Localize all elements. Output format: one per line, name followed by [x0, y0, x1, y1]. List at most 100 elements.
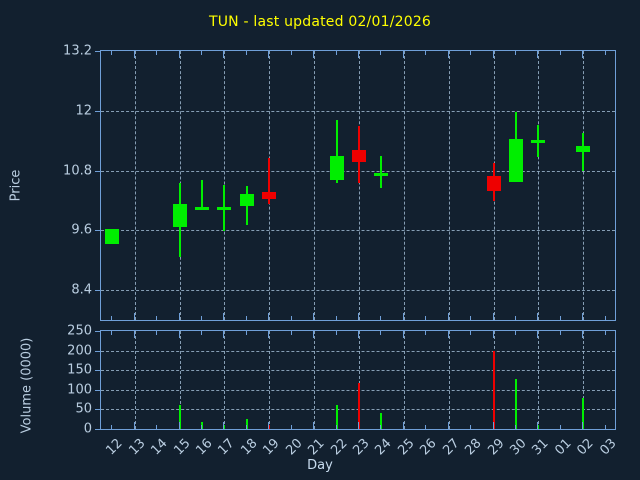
- volume-x-tick-top: [537, 330, 539, 338]
- day-gridline: [448, 331, 450, 429]
- volume-x-tick-top: [604, 330, 606, 335]
- volume-y-tick: [95, 389, 100, 391]
- volume-bar[interactable]: [178, 405, 181, 429]
- volume-y-tick-label: 150: [67, 362, 92, 378]
- day-gridline: [403, 51, 405, 320]
- y-axis-title-price: Price: [8, 169, 24, 202]
- volume-x-tick: [111, 425, 113, 430]
- volume-y-tick: [95, 350, 100, 352]
- price-x-tick: [559, 316, 561, 321]
- candle-body[interactable]: [509, 138, 524, 182]
- price-x-tick: [515, 316, 517, 321]
- price-x-tick: [133, 313, 135, 321]
- day-gridline: [448, 51, 450, 320]
- volume-x-tick: [380, 425, 382, 430]
- price-y-tick: [95, 51, 100, 52]
- candle-body[interactable]: [329, 155, 344, 180]
- volume-x-tick: [447, 422, 449, 430]
- volume-x-tick-top: [447, 330, 449, 338]
- price-y-tick-label: 12: [75, 103, 92, 119]
- volume-bar[interactable]: [492, 350, 495, 429]
- x-axis-title: Day: [307, 458, 333, 473]
- price-plot-area: [100, 50, 616, 321]
- volume-bar[interactable]: [515, 378, 518, 429]
- price-x-tick-top: [223, 50, 225, 58]
- price-x-tick: [335, 316, 337, 321]
- candle-wick: [335, 119, 338, 183]
- volume-x-tick: [537, 422, 539, 430]
- candle-body[interactable]: [262, 192, 277, 200]
- volume-x-tick-top: [178, 330, 180, 338]
- price-x-tick-top: [537, 50, 539, 58]
- price-x-tick-top: [335, 50, 337, 55]
- volume-bar[interactable]: [380, 412, 383, 429]
- volume-bar[interactable]: [200, 422, 203, 429]
- candle-body[interactable]: [194, 207, 209, 211]
- volume-y-tick-label: 200: [67, 343, 92, 359]
- candle-body[interactable]: [239, 193, 254, 207]
- price-x-tick-top: [402, 50, 404, 58]
- volume-x-tick: [200, 425, 202, 430]
- candle-body[interactable]: [531, 139, 546, 143]
- volume-bar[interactable]: [245, 419, 248, 429]
- price-y-tick-label: 13.2: [63, 43, 92, 59]
- candle-wick: [268, 158, 271, 205]
- price-x-tick-top: [245, 50, 247, 55]
- volume-x-tick: [223, 422, 225, 430]
- volume-x-tick-top: [268, 330, 270, 338]
- volume-x-tick: [268, 422, 270, 430]
- price-x-tick: [268, 313, 270, 321]
- volume-x-tick-top: [223, 330, 225, 338]
- price-x-tick-top: [470, 50, 472, 55]
- price-x-tick-top: [313, 50, 315, 58]
- price-x-tick-top: [559, 50, 561, 55]
- day-gridline: [314, 331, 316, 429]
- candle-body[interactable]: [105, 229, 120, 245]
- volume-y-tick: [95, 409, 100, 411]
- volume-y-tick: [95, 331, 100, 332]
- price-x-tick: [156, 316, 158, 321]
- price-x-tick-top: [515, 50, 517, 55]
- volume-x-tick-top: [582, 330, 584, 338]
- candle-wick: [582, 133, 585, 171]
- price-gridline: [101, 290, 615, 292]
- candle-body[interactable]: [172, 204, 187, 228]
- volume-x-tick-top: [358, 330, 359, 338]
- day-gridline: [359, 51, 360, 320]
- candle-body[interactable]: [374, 172, 389, 176]
- volume-bar[interactable]: [268, 424, 271, 429]
- price-x-tick-top: [156, 50, 158, 55]
- volume-y-tick-label: 250: [67, 323, 92, 339]
- day-gridline: [538, 331, 540, 429]
- candle-body[interactable]: [217, 207, 232, 211]
- price-x-tick-top: [133, 50, 135, 58]
- volume-bar[interactable]: [537, 425, 540, 429]
- volume-x-tick: [290, 425, 292, 430]
- volume-x-tick-top: [156, 330, 158, 335]
- price-y-tick: [95, 170, 100, 172]
- price-x-tick: [178, 313, 180, 321]
- volume-bar[interactable]: [582, 398, 585, 429]
- volume-bar[interactable]: [358, 382, 360, 429]
- candle-body[interactable]: [352, 149, 366, 162]
- volume-bar[interactable]: [223, 425, 226, 429]
- day-gridline: [134, 51, 136, 320]
- price-x-tick-top: [492, 50, 494, 58]
- price-y-tick: [95, 110, 100, 112]
- day-gridline: [583, 51, 585, 320]
- volume-x-tick: [559, 425, 561, 430]
- volume-x-tick-top: [492, 330, 494, 338]
- price-x-tick: [313, 313, 315, 321]
- price-gridline: [101, 110, 615, 112]
- volume-bar[interactable]: [335, 405, 338, 429]
- price-x-tick-top: [178, 50, 180, 58]
- day-gridline: [224, 331, 226, 429]
- candle-body[interactable]: [486, 175, 501, 192]
- volume-x-tick: [245, 425, 247, 430]
- price-x-tick: [402, 313, 404, 321]
- volume-x-tick-top: [133, 330, 135, 338]
- candle-body[interactable]: [576, 145, 591, 152]
- price-x-tick: [492, 313, 494, 321]
- volume-x-tick-top: [111, 330, 113, 335]
- candle-wick: [380, 155, 383, 188]
